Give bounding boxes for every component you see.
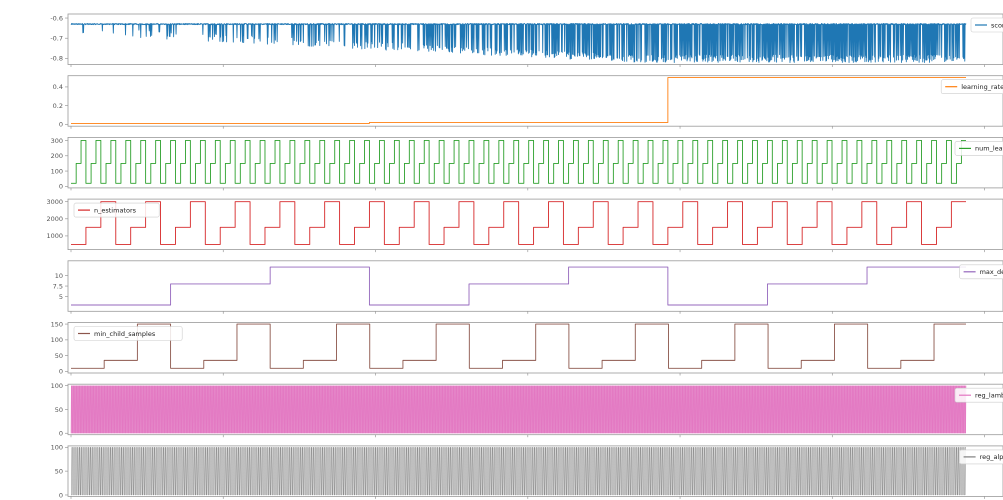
y-tick-label: 0 [59, 368, 63, 376]
y-tick-label: -0.7 [50, 35, 63, 43]
series-line-num-leaves [70, 140, 967, 184]
series-line-score [70, 23, 967, 63]
y-tick-label: 0.4 [53, 83, 63, 91]
panel-reg-lambda: 0 50 100 reg_lambda [51, 382, 1003, 438]
legend-label: min_child_samples [94, 330, 156, 338]
y-tick-label: -0.6 [50, 14, 63, 22]
panel-frame [67, 322, 1003, 374]
panel-frame [67, 136, 1003, 189]
legend-box [959, 449, 1003, 465]
y-tick-label: 0 [59, 183, 63, 191]
panel-min-child-samples: 0 50 100 150 min_child_samples [51, 320, 1003, 376]
series-line-min-child-samples [70, 323, 967, 369]
y-tick-label: 0 [59, 491, 63, 499]
legend-label: num_leaves [975, 145, 1003, 153]
legend-box [73, 202, 160, 218]
y-tick-label: 300 [51, 137, 63, 145]
panel-frame [67, 75, 1003, 127]
y-tick-label: 150 [51, 320, 63, 328]
legend-score: score [970, 17, 1003, 33]
panel-reg-alpha: 0 50 100 reg_alpha [51, 444, 1003, 499]
y-tick-label: 0.2 [53, 102, 63, 110]
legend-reg-lambda: reg_lambda [954, 387, 1003, 403]
legend-box [73, 326, 183, 341]
legend-label: max_depth [980, 268, 1003, 276]
y-tick-label: 3000 [46, 198, 63, 206]
legend-box [940, 79, 1003, 94]
y-tick-label: 0 [59, 430, 63, 438]
legend-num-leaves: num_leaves [954, 141, 1003, 156]
y-tick-label: 50 [55, 406, 63, 414]
panel-frame [67, 260, 1003, 312]
y-tick-label: 100 [51, 382, 63, 390]
y-tick-label: 2000 [46, 215, 63, 223]
series-line-n-estimators [70, 201, 967, 245]
panel-max-depth: 5 7.5 10 max_depth [53, 260, 1003, 314]
legend-min-child-samples: min_child_samples [73, 326, 183, 341]
legend-label: n_estimators [94, 206, 137, 214]
legend-learning-rate: learning_rate [940, 79, 1003, 94]
y-tick-label: -0.8 [50, 55, 63, 63]
legend-label: reg_alpha [980, 453, 1003, 461]
series-line-reg-lambda [70, 385, 967, 434]
y-tick-label: 100 [51, 336, 63, 344]
series-line-max-depth [70, 266, 967, 306]
y-tick-label: 50 [55, 467, 63, 475]
panel-learning-rate: 0 0.2 0.4 learning_rate [53, 75, 1003, 129]
legend-box [970, 17, 1003, 33]
legend-n-estimators: n_estimators [73, 202, 160, 218]
legend-label: learning_rate [961, 83, 1003, 91]
y-tick-label: 5 [59, 293, 63, 301]
legend-reg-alpha: reg_alpha [959, 449, 1003, 465]
y-tick-label: 50 [55, 352, 63, 360]
series-line-reg-alpha [71, 447, 966, 496]
legend-box [954, 141, 1003, 156]
y-tick-label: 1000 [46, 232, 63, 240]
panel-num-leaves: 0 100 200 300 num_leaves [51, 137, 1003, 191]
y-tick-label: 0 [59, 121, 63, 129]
y-tick-label: 10 [55, 272, 63, 280]
legend-box [954, 387, 1003, 403]
panel-score: -0.6 -0.7 -0.8 score [50, 13, 1003, 67]
legend-label: score [991, 21, 1003, 29]
panel-frame [67, 13, 1003, 65]
legend-box [959, 264, 1003, 280]
series-line-learning-rate [70, 77, 967, 124]
legend-label: reg_lambda [975, 392, 1003, 400]
y-tick-label: 100 [51, 444, 63, 452]
legend-max-depth: max_depth [959, 264, 1003, 280]
panel-n-estimators: 1000 2000 3000 n_estimators [46, 198, 1003, 253]
panel-frame [67, 198, 1003, 251]
y-tick-label: 100 [51, 167, 63, 175]
y-tick-label: 7.5 [53, 282, 63, 290]
y-tick-label: 200 [51, 152, 63, 160]
